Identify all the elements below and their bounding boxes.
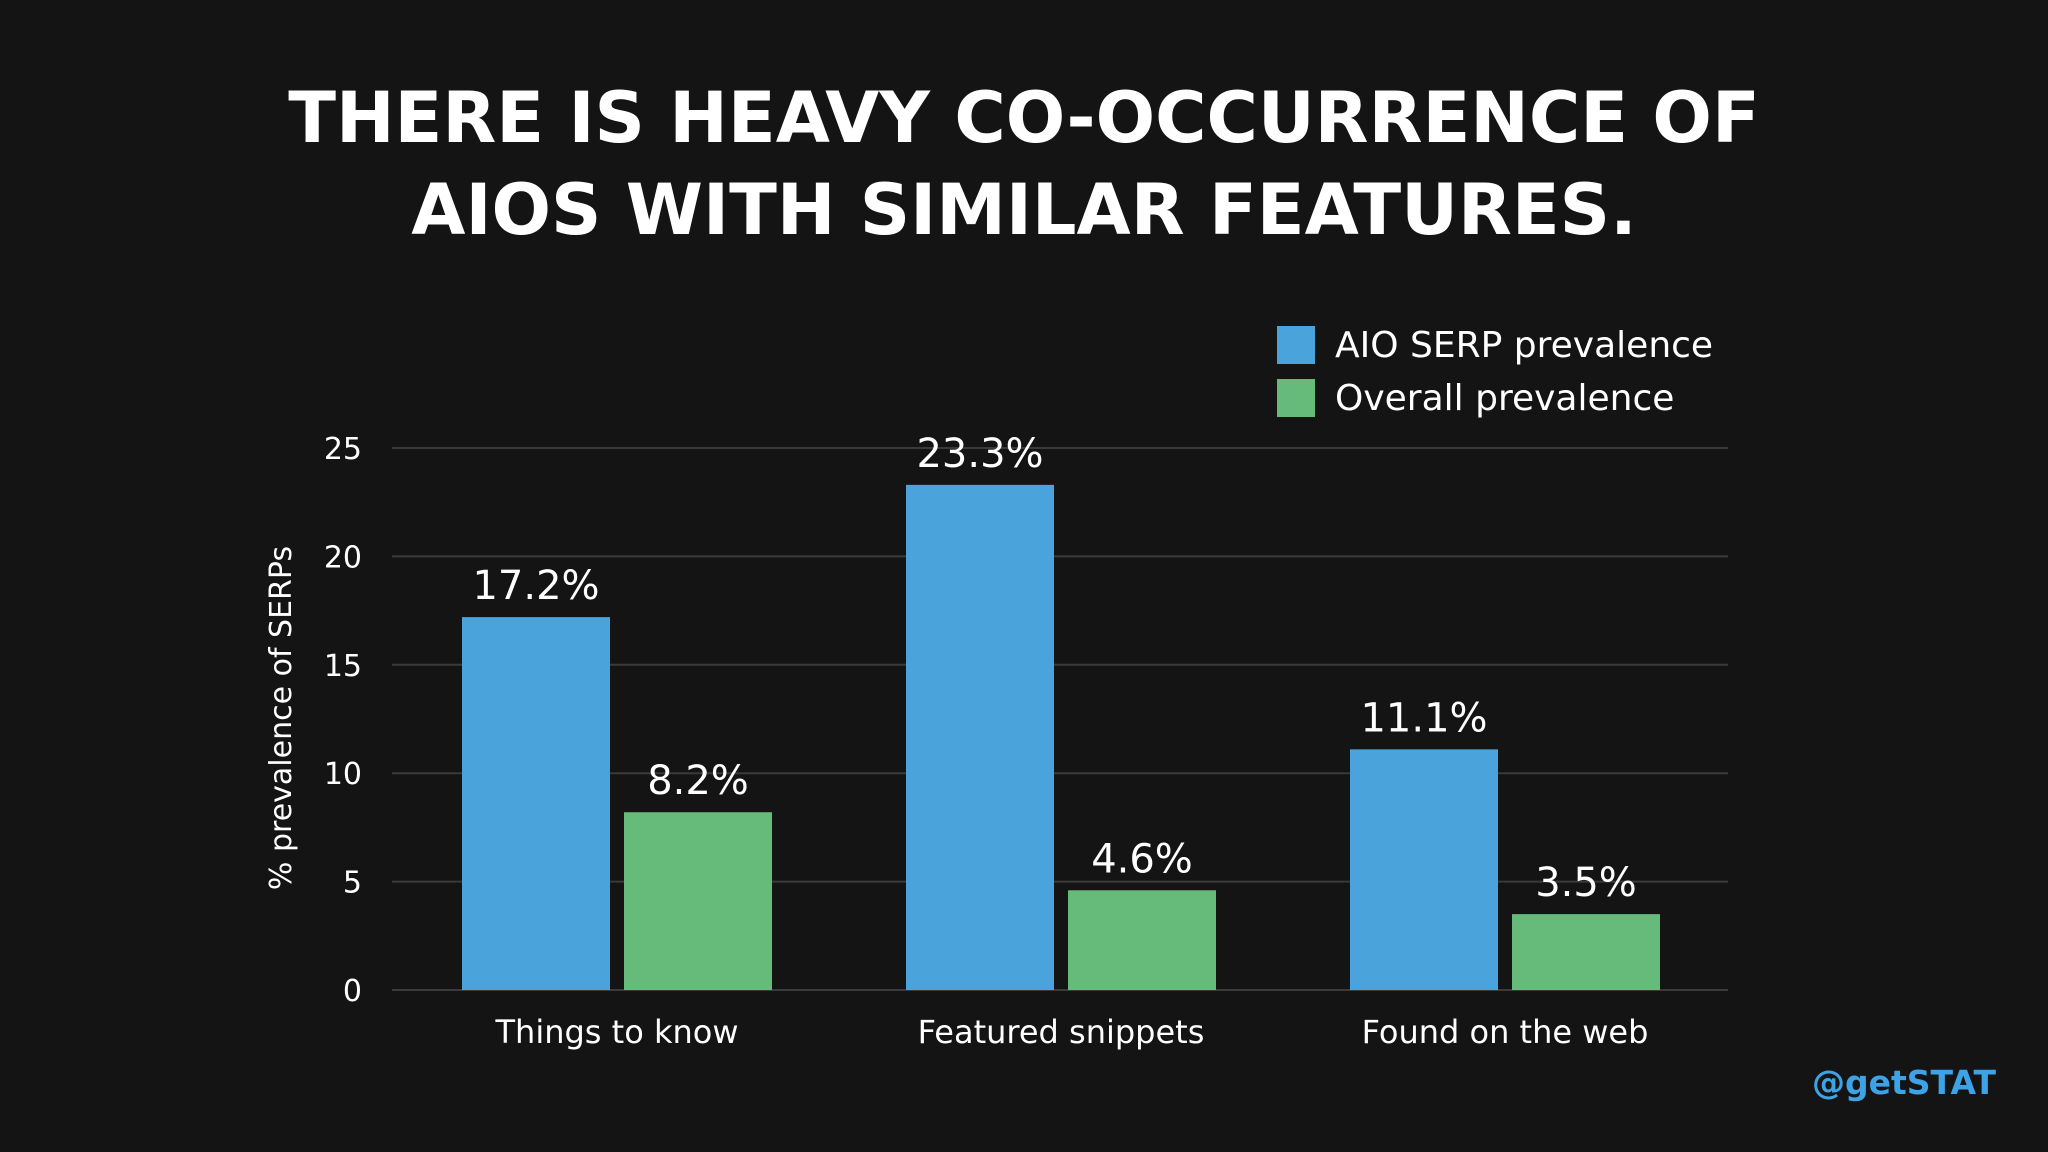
y-tick-label: 0 — [343, 974, 362, 1009]
x-category-label: Things to know — [494, 1013, 738, 1051]
data-labels: 17.2% 8.2% 23.3% 4.6% 11.1% 3.5% — [472, 431, 1636, 906]
slide-title-line-2: AIOS WITH SIMILAR FEATURES. — [411, 169, 1637, 251]
bar-overall-1 — [1068, 890, 1216, 990]
legend: AIO SERP prevalence Overall prevalence — [1277, 325, 1713, 419]
bar-overall-2 — [1512, 914, 1660, 990]
x-category-label: Found on the web — [1362, 1013, 1649, 1051]
y-axis-ticks: 0 5 10 15 20 25 — [324, 432, 362, 1009]
bars — [462, 484, 1660, 990]
legend-label: Overall prevalence — [1335, 378, 1674, 419]
y-tick-label: 10 — [324, 757, 362, 792]
legend-label: AIO SERP prevalence — [1335, 325, 1713, 366]
data-label: 4.6% — [1091, 836, 1193, 882]
data-label: 11.1% — [1360, 695, 1487, 741]
x-category-label: Featured snippets — [918, 1013, 1205, 1051]
y-tick-label: 20 — [324, 540, 362, 575]
data-label: 23.3% — [916, 431, 1043, 477]
bar-aio-0 — [462, 617, 610, 990]
data-label: 17.2% — [472, 563, 599, 609]
twitter-handle: @getSTAT — [1812, 1063, 1996, 1102]
legend-swatch-aio — [1277, 326, 1315, 364]
slide-title-line-1: THERE IS HEAVY CO-OCCURRENCE OF — [288, 77, 1760, 159]
y-tick-label: 5 — [343, 866, 362, 901]
bar-aio-2 — [1350, 749, 1498, 990]
bar-overall-0 — [624, 812, 772, 990]
y-axis-title: % prevalence of SERPs — [264, 546, 299, 890]
y-tick-label: 25 — [324, 432, 362, 467]
data-label: 3.5% — [1535, 860, 1637, 906]
data-label: 8.2% — [647, 758, 749, 804]
y-tick-label: 15 — [324, 649, 362, 684]
slide-title: THERE IS HEAVY CO-OCCURRENCE OF AIOS WIT… — [0, 72, 2048, 256]
legend-swatch-overall — [1277, 379, 1315, 417]
bar-aio-1 — [906, 484, 1054, 990]
x-axis-categories: Things to know Featured snippets Found on … — [494, 1013, 1648, 1051]
grid-lines — [392, 447, 1728, 991]
